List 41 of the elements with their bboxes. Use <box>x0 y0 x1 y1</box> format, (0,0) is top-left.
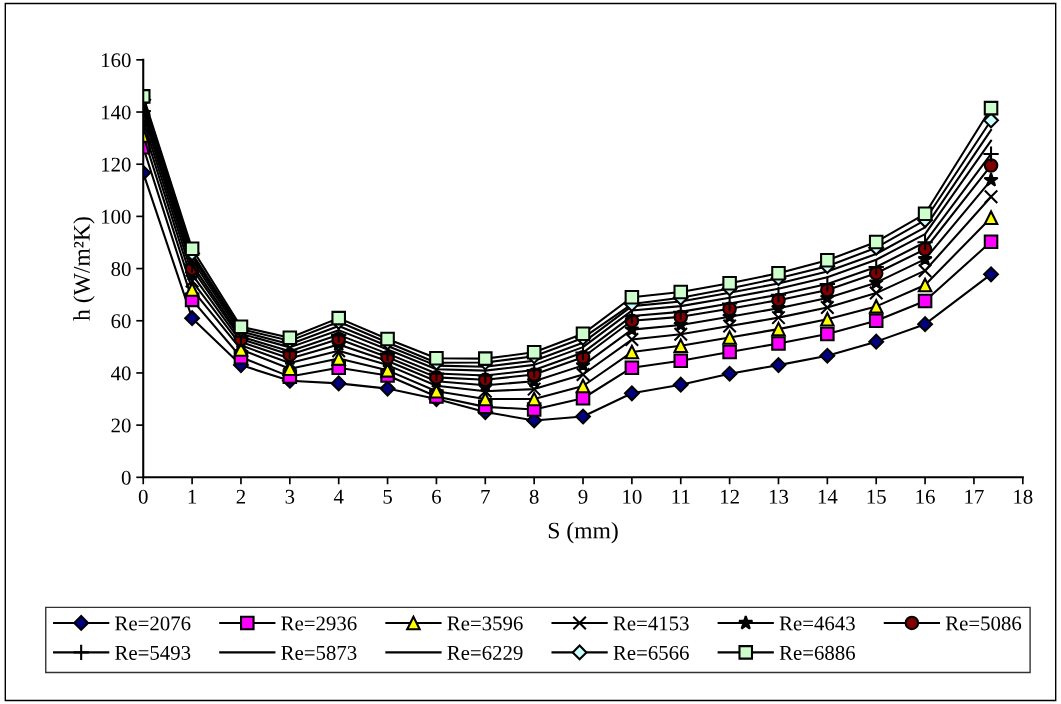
legend-label: Re=4153 <box>613 616 689 631</box>
x-tick-label: 3 <box>285 489 295 504</box>
x-tick-label: 1 <box>188 489 197 504</box>
y-tick-label: 140 <box>102 105 131 120</box>
x-tick-label: 0 <box>138 489 148 504</box>
x-tick-label: 2 <box>236 489 246 504</box>
x-tick-label: 12 <box>721 489 739 504</box>
legend-label: Re=6886 <box>779 645 856 660</box>
x-tick-label: 15 <box>867 489 886 504</box>
y-tick-label: 40 <box>111 366 131 381</box>
x-tick-label: 17 <box>965 489 984 504</box>
legend-label: Re=2936 <box>281 616 357 631</box>
legend-label: Re=6566 <box>613 645 689 660</box>
x-tick-label: 16 <box>916 489 935 504</box>
legend-label: Re=2076 <box>115 616 191 631</box>
legend-label: Re=3596 <box>447 616 523 631</box>
y-tick-label: 120 <box>102 157 131 172</box>
y-tick-label: 80 <box>111 261 131 277</box>
x-tick-label: 18 <box>1014 489 1033 504</box>
x-tick-label: 9 <box>578 489 588 504</box>
y-axis-title: h (W/m²K) <box>73 217 95 321</box>
x-tick-label: 4 <box>333 489 344 504</box>
x-tick-label: 5 <box>383 489 392 504</box>
y-tick-label: 160 <box>102 53 131 68</box>
x-tick-label: 11 <box>672 489 690 504</box>
x-axis-title: S (mm) <box>548 521 618 544</box>
x-tick-label: 6 <box>432 489 442 504</box>
y-tick-label: 0 <box>121 470 131 485</box>
x-tick-label: 13 <box>769 489 789 504</box>
legend-label: Re=5086 <box>945 616 1022 631</box>
y-tick-label: 100 <box>102 209 131 224</box>
y-tick-label: 60 <box>111 314 131 329</box>
y-tick-label: 20 <box>111 418 131 433</box>
x-tick-label: 14 <box>818 489 838 504</box>
x-tick-label: 8 <box>529 489 539 504</box>
legend-label: Re=4643 <box>779 616 855 631</box>
x-tick-label: 7 <box>481 489 490 504</box>
x-tick-label: 10 <box>623 489 642 504</box>
legend-label: Re=6229 <box>447 645 523 660</box>
legend-label: Re=5873 <box>281 645 357 660</box>
legend-label: Re=5493 <box>115 645 191 660</box>
